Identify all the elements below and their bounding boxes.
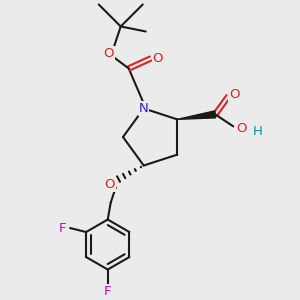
Text: F: F bbox=[104, 285, 112, 298]
Text: N: N bbox=[139, 102, 148, 115]
Text: O: O bbox=[152, 52, 163, 65]
Text: O: O bbox=[229, 88, 239, 101]
Text: F: F bbox=[58, 221, 66, 235]
Text: O: O bbox=[236, 122, 247, 135]
Text: H: H bbox=[252, 125, 262, 138]
Text: O: O bbox=[103, 47, 114, 60]
Text: ·: · bbox=[250, 124, 254, 137]
Text: O: O bbox=[104, 178, 115, 191]
Polygon shape bbox=[177, 111, 216, 119]
